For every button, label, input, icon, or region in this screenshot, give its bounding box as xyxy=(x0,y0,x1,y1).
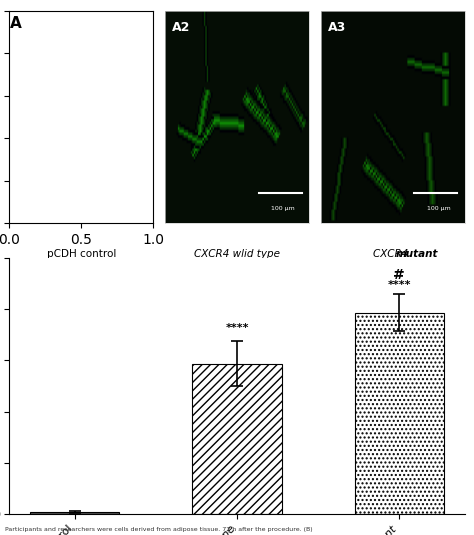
Text: CXCR4: CXCR4 xyxy=(373,249,412,259)
Text: CXCR4 wlid type: CXCR4 wlid type xyxy=(194,249,280,259)
Bar xyxy=(355,312,444,514)
Text: ****: **** xyxy=(225,323,249,333)
Text: #: # xyxy=(393,268,405,282)
Text: A3: A3 xyxy=(328,21,346,34)
Text: A: A xyxy=(9,16,21,31)
Text: pCDH control: pCDH control xyxy=(47,249,116,259)
Bar xyxy=(30,511,119,514)
Bar xyxy=(192,364,282,514)
Text: A2: A2 xyxy=(172,21,191,34)
Text: ****: **** xyxy=(387,280,411,290)
Text: 100 μm: 100 μm xyxy=(427,205,450,211)
Text: A1: A1 xyxy=(17,21,35,34)
Text: mutant: mutant xyxy=(396,249,438,259)
Text: Participants and researchers were cells derived from adipose tissue. 72 h after : Participants and researchers were cells … xyxy=(5,528,312,532)
Text: 100 μm: 100 μm xyxy=(271,205,295,211)
Text: 100 μm: 100 μm xyxy=(116,205,139,211)
